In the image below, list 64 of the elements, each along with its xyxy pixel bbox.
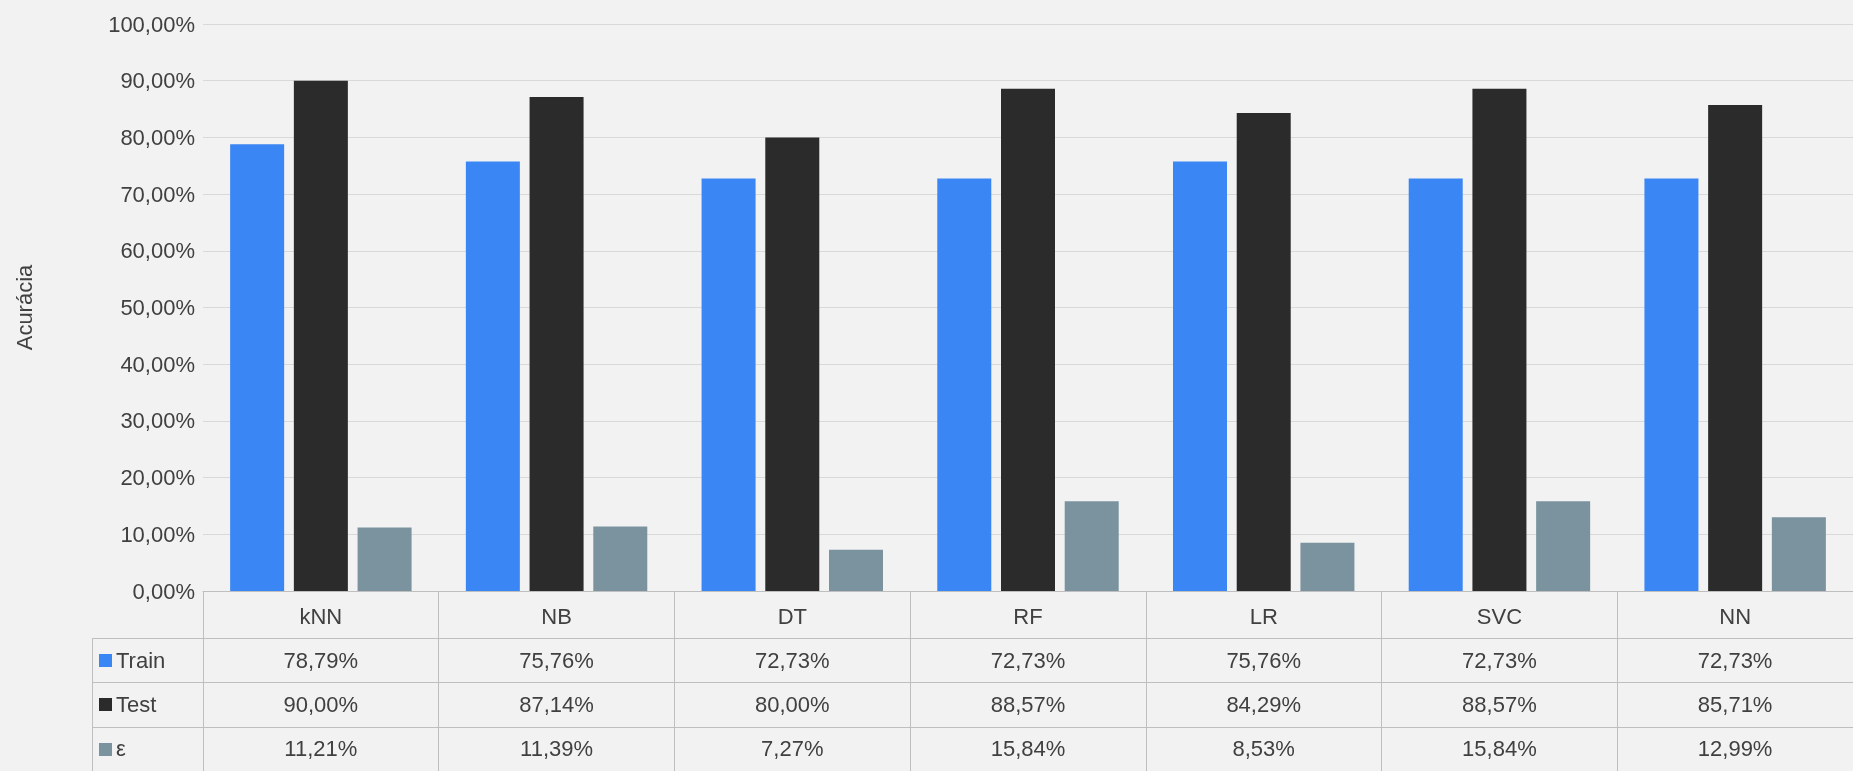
x-tick-label: RF [1013,603,1043,629]
data-label: 72,73% [1617,638,1853,683]
bar [1644,178,1699,591]
bar [357,527,412,591]
data-label: 12,99% [1617,726,1853,771]
data-label: 80,00% [674,682,911,727]
data-label: 88,57% [1381,682,1618,727]
data-label: 11,39% [438,726,675,771]
bar [293,80,348,591]
y-tick-label: 100,00% [108,11,195,37]
x-tick-label: kNN [299,603,343,629]
y-tick-label: 30,00% [120,408,195,434]
bar [1472,88,1527,591]
data-label: 75,76% [1145,638,1382,683]
legend-label: ε [92,726,203,771]
legend-label: Train [92,638,203,683]
bar [1708,105,1763,591]
bar [593,526,648,591]
y-tick-label: 60,00% [120,238,195,264]
y-axis-title: Acurácia [11,263,37,351]
bar [765,137,820,591]
bar [529,96,584,591]
legend-label: Test [92,682,203,727]
data-label: 78,79% [203,638,439,683]
bar [1236,113,1291,591]
y-tick-label: 70,00% [120,181,195,207]
data-label: 7,27% [674,726,911,771]
bar [1064,501,1119,591]
bar [1536,501,1591,591]
data-label: 72,73% [910,638,1146,683]
x-tick-label: NN [1719,603,1752,629]
y-tick-label: 90,00% [120,68,195,94]
data-label: 72,73% [1381,638,1618,683]
bar [1771,517,1826,591]
data-label: 85,71% [1617,682,1853,727]
bar [1001,88,1055,591]
x-tick-label: SVC [1476,603,1523,629]
y-tick-label: 20,00% [120,465,195,491]
bar [829,549,884,591]
y-tick-label: 50,00% [120,295,195,320]
bar [1408,178,1463,591]
bar [701,178,756,591]
data-label: 15,84% [910,726,1146,771]
bar [1300,542,1355,591]
y-tick-label: 10,00% [120,521,195,547]
data-label: 15,84% [1381,726,1618,771]
y-tick-label: 0,00% [132,578,195,604]
bar [465,161,520,591]
data-label: 84,29% [1145,682,1382,727]
data-label: 88,57% [910,682,1146,727]
data-label: 75,76% [438,638,675,683]
x-tick-label: NB [541,603,572,629]
data-label: 90,00% [203,682,439,727]
bar [230,144,285,591]
bar [1172,161,1227,591]
data-label: 87,14% [438,682,675,727]
x-tick-label: DT [777,603,807,629]
y-tick-label: 80,00% [120,124,195,150]
data-label: 8,53% [1145,726,1382,771]
y-tick-label: 40,00% [120,351,195,377]
data-label: 72,73% [674,638,911,683]
bar [937,178,992,591]
x-tick-label: LR [1249,603,1278,629]
data-label: 11,21% [203,726,439,771]
